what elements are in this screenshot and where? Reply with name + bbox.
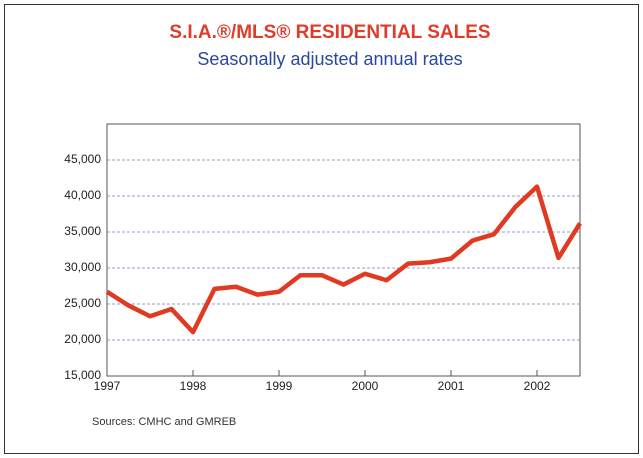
y-tick-label: 40,000 — [64, 188, 101, 202]
x-tick-label: 2002 — [524, 379, 551, 393]
y-tick-label: 45,000 — [64, 152, 101, 166]
y-tick-label: 35,000 — [64, 224, 101, 238]
x-tick-label: 1998 — [180, 379, 207, 393]
y-tick-label: 25,000 — [64, 296, 101, 310]
frame — [4, 4, 639, 454]
x-tick-label: 2000 — [352, 379, 379, 393]
plot-area — [106, 123, 581, 377]
data-line — [105, 184, 582, 335]
y-tick-label: 30,000 — [64, 260, 101, 274]
x-tick-label: 1999 — [266, 379, 293, 393]
x-tick-label: 2001 — [438, 379, 465, 393]
y-tick-label: 20,000 — [64, 332, 101, 346]
source-note: Sources: CMHC and GMREB — [92, 416, 236, 428]
chart-title: S.I.A.®/MLS® RESIDENTIAL SALES — [169, 22, 490, 43]
y-tick-label: 15,000 — [64, 368, 101, 382]
x-tick-label: 1997 — [94, 379, 121, 393]
chart-subtitle: Seasonally adjusted annual rates — [197, 49, 462, 69]
